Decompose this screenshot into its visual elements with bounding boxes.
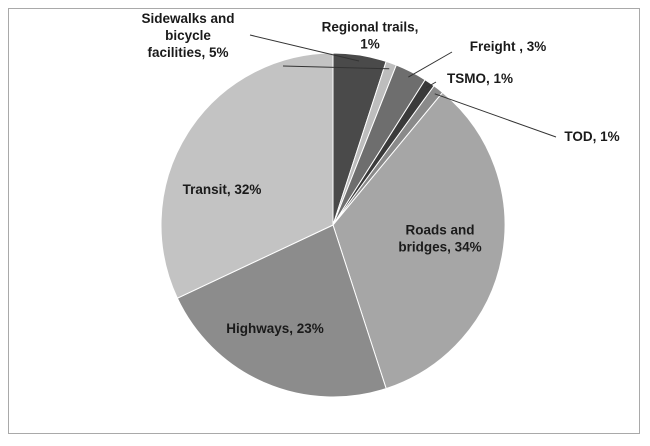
slice-label: Highways, 23%: [226, 321, 324, 336]
slice-label-line: 1%: [360, 37, 380, 52]
leader-line: [282, 65, 390, 70]
slice-label-line: Freight , 3%: [470, 39, 547, 54]
pie-slice: [160, 52, 334, 299]
slice-label-line: Highways, 23%: [226, 321, 324, 336]
slice-label-line: bridges, 34%: [398, 240, 481, 255]
slice-label-line: Regional trails,: [322, 20, 419, 35]
slice-label-line: TSMO, 1%: [447, 71, 513, 86]
slice-label: Regional trails, 1%: [322, 20, 419, 52]
pie-slice: [332, 91, 506, 390]
slice-label: Sidewalks and bicycle facilities, 5%: [141, 11, 234, 60]
pie-slice: [176, 224, 387, 398]
slice-label-line: bicycle: [165, 28, 211, 43]
slice-label: TOD, 1%: [564, 129, 619, 144]
slice-label: Transit, 32%: [183, 182, 262, 197]
slice-label-line: TOD, 1%: [564, 129, 619, 144]
slice-label-line: Transit, 32%: [183, 182, 262, 197]
slice-label: TSMO, 1%: [447, 71, 513, 86]
leader-line: [249, 34, 360, 62]
leader-line: [408, 51, 453, 78]
slice-label-line: Roads and: [405, 223, 474, 238]
leader-line: [434, 93, 557, 138]
slice-label: Freight , 3%: [470, 39, 547, 54]
slice-label: Roads and bridges, 34%: [398, 223, 481, 255]
leader-line: [426, 81, 437, 89]
slice-label-line: facilities, 5%: [147, 45, 228, 60]
slice-label-line: Sidewalks and: [141, 11, 234, 26]
